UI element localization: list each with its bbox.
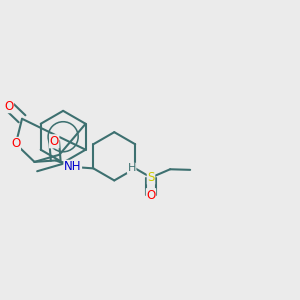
Text: NH: NH — [64, 160, 82, 173]
Text: O: O — [50, 135, 59, 148]
Text: H: H — [128, 164, 136, 173]
Text: O: O — [11, 137, 20, 150]
Text: O: O — [4, 100, 14, 112]
Text: O: O — [146, 189, 156, 202]
Text: S: S — [147, 171, 155, 184]
